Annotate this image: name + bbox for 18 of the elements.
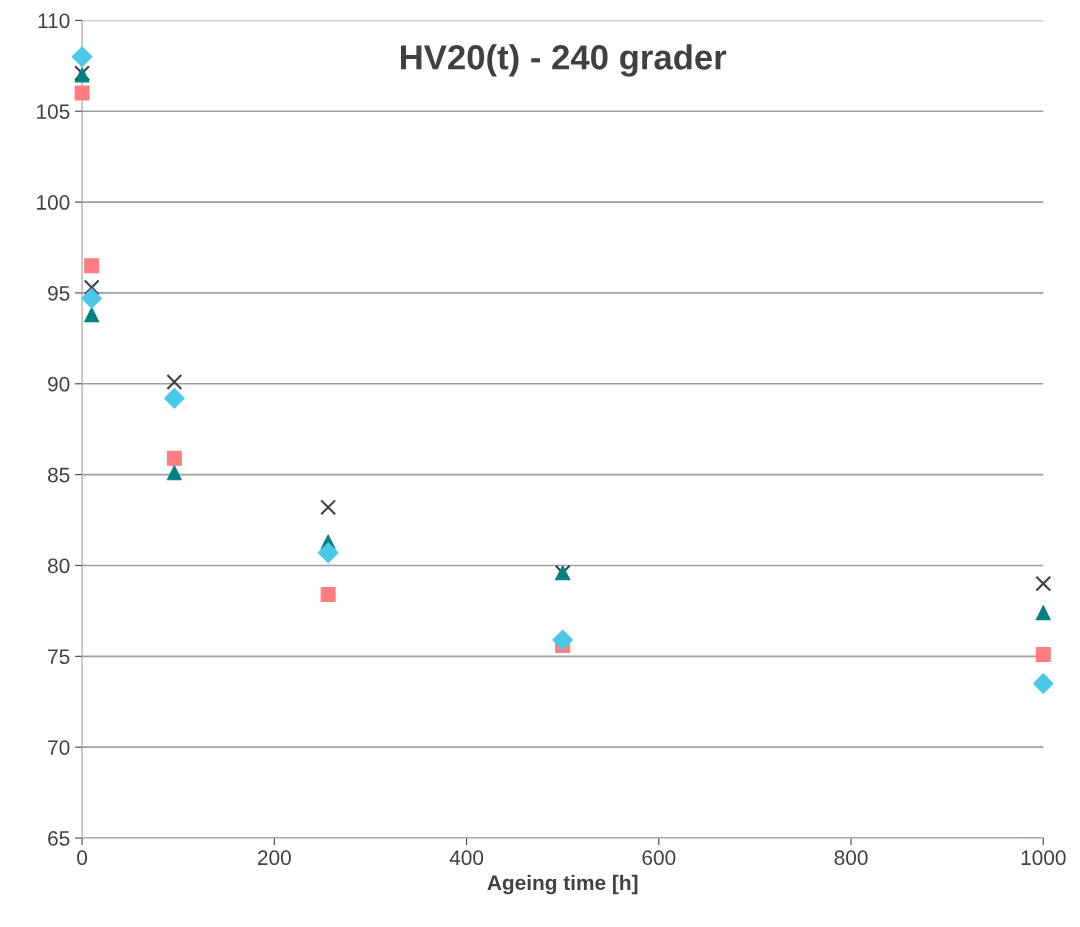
y-tick-label: 90	[48, 376, 70, 392]
y-tick-label: 110	[38, 13, 70, 29]
y-tick-label: 65	[48, 831, 70, 846]
x-axis-title: Ageing time [h]	[487, 874, 638, 895]
x-tick-label: 1000	[1021, 850, 1066, 866]
x-tick-label: 600	[642, 850, 676, 866]
x-tick-label: 200	[257, 850, 291, 866]
y-tick-label: 70	[48, 740, 70, 755]
y-tick-label: 105	[37, 104, 70, 119]
y-tick-label: 95	[48, 285, 70, 301]
x-tick-label: 400	[449, 850, 484, 866]
y-tick-label: 100	[37, 195, 70, 210]
y-tick-label: 80	[48, 558, 70, 574]
text: HV20(t) - 240 grader	[400, 44, 727, 77]
y-tick-label: 75	[48, 649, 70, 665]
y-tick-label: 85	[48, 467, 70, 483]
x-tick-label: 800	[834, 850, 868, 866]
x-tick-label: 0	[77, 850, 88, 866]
